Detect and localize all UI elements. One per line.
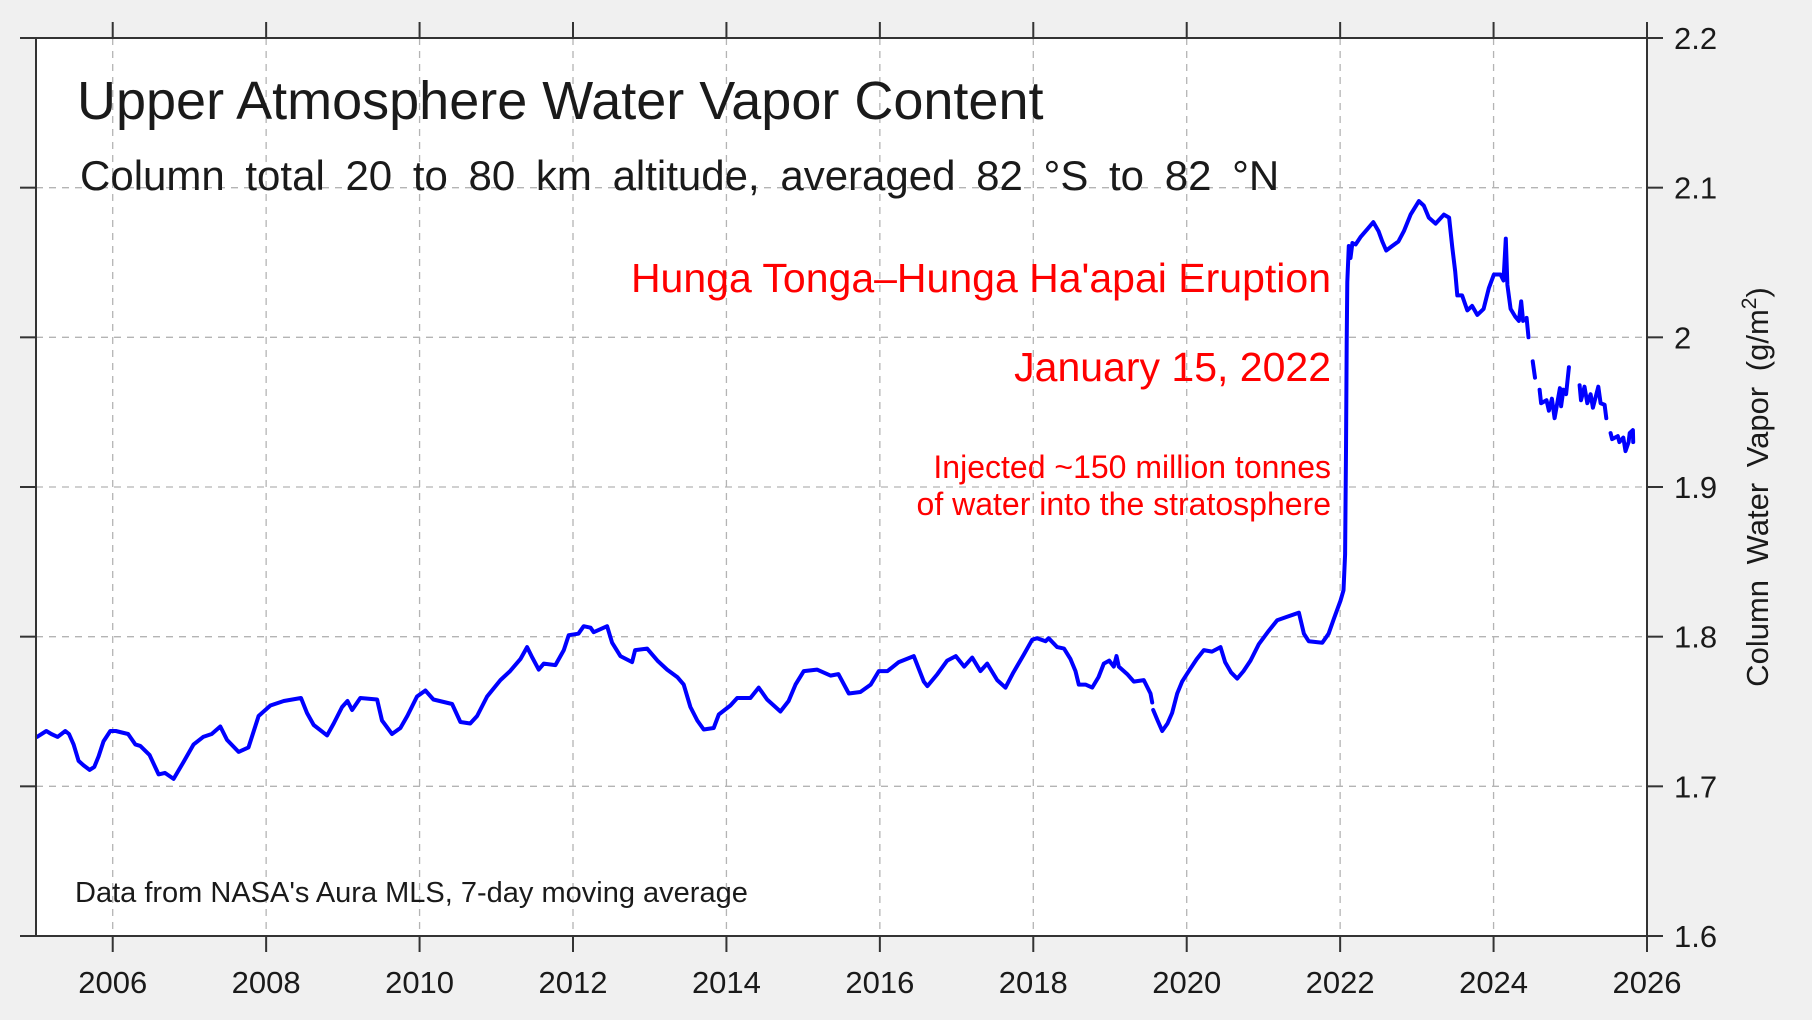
y-tick-label: 1.6 — [1674, 919, 1717, 954]
annotation-date: January 15, 2022 — [1014, 344, 1331, 390]
x-tick-label: 2018 — [999, 965, 1068, 1000]
chart-title: Upper Atmosphere Water Vapor Content — [77, 71, 1044, 131]
x-tick-label: 2020 — [1152, 965, 1221, 1000]
y-axis-label: Column Water Vapor (g/m2) — [1738, 287, 1775, 687]
annotation-detail-line1: Injected ~150 million tonnes — [933, 449, 1331, 485]
axis-ticks — [20, 22, 1663, 952]
series-line-segment — [1524, 315, 1531, 340]
x-tick-label: 2010 — [385, 965, 454, 1000]
y-tick-label: 1.9 — [1674, 470, 1717, 505]
x-tick-label: 2016 — [845, 965, 914, 1000]
x-tick-label: 2026 — [1613, 965, 1682, 1000]
x-tick-label: 2022 — [1306, 965, 1375, 1000]
annotation-detail-line2: of water into the stratosphere — [917, 486, 1331, 522]
x-tick-label: 2024 — [1459, 965, 1528, 1000]
y-tick-label: 1.8 — [1674, 620, 1717, 655]
y-tick-label: 2 — [1674, 320, 1691, 355]
series-layer — [35, 199, 1636, 781]
x-tick-label: 2014 — [692, 965, 761, 1000]
y-tick-label: 2.2 — [1674, 21, 1717, 56]
series-line-segment — [1530, 359, 1537, 380]
y-axis-label-superscript: 2 — [1738, 298, 1761, 310]
annotation-event: Hunga Tonga–Hunga Ha'apai Eruption — [631, 255, 1331, 301]
x-tick-label: 2012 — [539, 965, 608, 1000]
y-axis-label-main: Column Water Vapor (g/m — [1740, 309, 1775, 687]
y-tick-label: 1.7 — [1674, 769, 1717, 804]
y-tick-labels: 1.6 1.7 1.8 1.9 2 2.1 2.2 — [1674, 21, 1717, 954]
series-line-segment — [1608, 428, 1636, 454]
series-line-segment — [1537, 365, 1571, 421]
x-tick-label: 2008 — [232, 965, 301, 1000]
chart-subtitle: Column total 20 to 80 km altitude, avera… — [80, 152, 1279, 199]
x-tick-label: 2006 — [78, 965, 147, 1000]
x-tick-labels: 2006 2008 2010 2012 2014 2016 2018 2020 2022 2024… — [78, 965, 1681, 1000]
footnote: Data from NASA's Aura MLS, 7-day moving … — [75, 877, 748, 909]
series-line-segment — [35, 624, 1155, 781]
y-tick-label: 2.1 — [1674, 171, 1717, 206]
series-line-segment — [1151, 199, 1526, 733]
series-line-segment — [1577, 383, 1609, 421]
gridlines — [36, 38, 1647, 936]
y-axis-label-close: ) — [1740, 287, 1775, 297]
